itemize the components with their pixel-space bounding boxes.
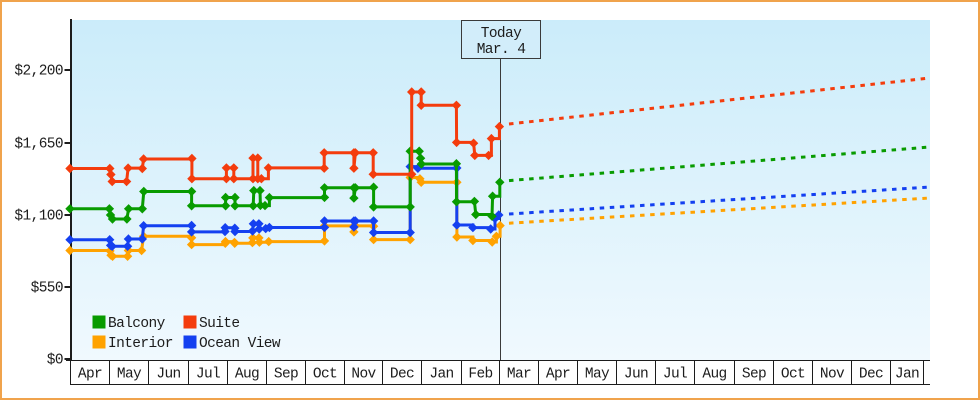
svg-text:Nov: Nov: [820, 367, 845, 383]
svg-text:$2,200: $2,200: [14, 64, 63, 80]
svg-text:Sep: Sep: [274, 367, 298, 383]
svg-text:Jun: Jun: [624, 367, 648, 383]
svg-text:Apr: Apr: [78, 367, 102, 383]
svg-text:Mar: Mar: [507, 367, 531, 383]
svg-text:Mar. 4: Mar. 4: [477, 42, 526, 58]
svg-text:Dec: Dec: [390, 367, 414, 383]
svg-text:Interior: Interior: [108, 336, 173, 352]
svg-text:Jan: Jan: [895, 367, 919, 383]
svg-text:Feb: Feb: [468, 367, 492, 383]
svg-text:May: May: [585, 367, 610, 383]
svg-text:Jun: Jun: [156, 367, 180, 383]
svg-text:Balcony: Balcony: [108, 316, 166, 332]
svg-text:$550: $550: [31, 281, 63, 297]
svg-text:$0: $0: [47, 353, 63, 369]
svg-text:Today: Today: [481, 26, 522, 42]
svg-text:$1,650: $1,650: [14, 137, 63, 153]
svg-text:Oct: Oct: [313, 367, 337, 383]
svg-text:May: May: [117, 367, 142, 383]
svg-text:Aug: Aug: [702, 367, 726, 383]
svg-text:Dec: Dec: [859, 367, 883, 383]
svg-text:Sep: Sep: [742, 367, 766, 383]
svg-text:Ocean View: Ocean View: [199, 336, 281, 352]
svg-text:Apr: Apr: [546, 367, 570, 383]
svg-text:Suite: Suite: [199, 316, 240, 332]
svg-text:Jul: Jul: [196, 367, 220, 383]
svg-text:Jul: Jul: [663, 367, 687, 383]
svg-text:$1,100: $1,100: [14, 209, 63, 225]
svg-text:Oct: Oct: [781, 367, 805, 383]
svg-text:Nov: Nov: [351, 367, 376, 383]
svg-text:Aug: Aug: [235, 367, 259, 383]
svg-text:Jan: Jan: [429, 367, 453, 383]
